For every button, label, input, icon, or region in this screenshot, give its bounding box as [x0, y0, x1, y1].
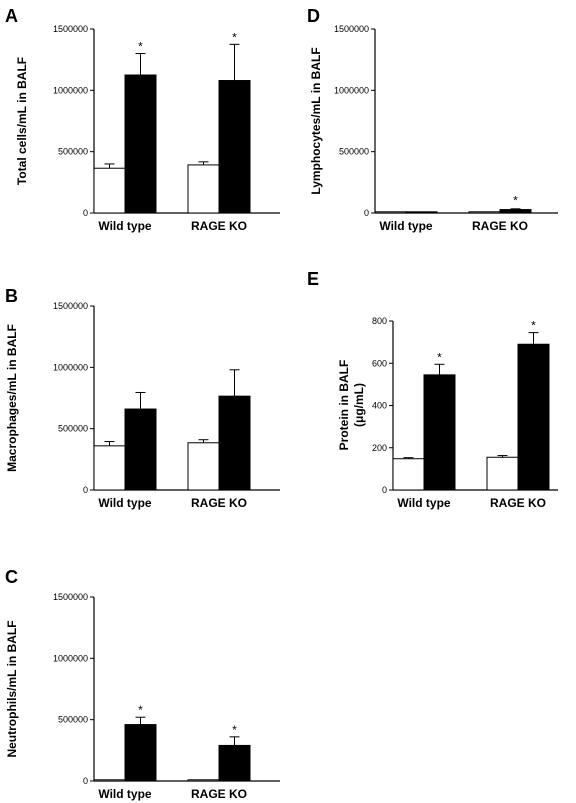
panel-c: C Neutrophils/mL in BALF 0 500000 1000000 150…	[5, 567, 280, 801]
y-tick-label: 600	[372, 358, 387, 368]
y-tick-label: 0	[382, 485, 387, 495]
panel-letter: C	[5, 567, 18, 587]
y-tick-label: 1500000	[334, 24, 369, 34]
y-tick-label: 500000	[58, 424, 88, 434]
y-tick-label: 0	[364, 208, 369, 218]
y-axis-title: Macrophages/mL in BALF	[5, 324, 19, 472]
x-category-label: Wild type	[98, 787, 152, 801]
y-tick-label: 1500000	[53, 592, 88, 602]
treated-bar-rage-ko	[517, 343, 550, 491]
x-category-label: RAGE KO	[191, 219, 247, 233]
control-bar-wild-type	[93, 167, 126, 214]
y-tick-label: 1000000	[53, 85, 88, 95]
treated-bar-wild-type	[124, 408, 157, 491]
y-tick-label: 500000	[58, 147, 88, 157]
significance-marker: *	[232, 723, 237, 737]
significance-marker: *	[232, 30, 237, 44]
y-tick-label: 0	[83, 485, 88, 495]
x-category-label: RAGE KO	[191, 787, 247, 801]
treated-bar-rage-ko	[499, 209, 532, 214]
panel-letter: D	[307, 6, 320, 26]
treated-bar-rage-ko	[218, 395, 251, 491]
control-bar-rage-ko	[187, 164, 220, 214]
y-tick-label: 0	[83, 776, 88, 786]
x-category-label: Wild type	[98, 219, 152, 233]
significance-marker: *	[531, 319, 536, 333]
y-axis-title: Neutrophils/mL in BALF	[5, 620, 19, 757]
control-bar-wild-type	[93, 779, 126, 782]
y-axis-title-units: (μg/mL)	[352, 383, 366, 427]
y-tick-label: 200	[372, 443, 387, 453]
panel-letter: E	[307, 269, 319, 289]
treated-bar-rage-ko	[218, 80, 251, 214]
y-axis-title: Protein in BALF	[337, 360, 351, 451]
significance-marker: *	[437, 350, 442, 364]
y-tick-label: 400	[372, 401, 387, 411]
y-tick-label: 1000000	[53, 362, 88, 372]
treated-bar-wild-type	[124, 74, 157, 214]
x-category-label: RAGE KO	[472, 219, 528, 233]
x-category-label: RAGE KO	[191, 496, 247, 510]
control-bar-rage-ko	[187, 779, 220, 782]
significance-marker: *	[138, 40, 143, 54]
control-bar-rage-ko	[187, 442, 220, 491]
control-bar-rage-ko	[486, 456, 519, 491]
panel-e: E Protein in BALF (μg/mL) 0 200 400 600 800 * Wil…	[307, 269, 558, 510]
y-tick-label: 1000000	[53, 653, 88, 663]
y-tick-label: 500000	[58, 715, 88, 725]
x-category-label: Wild type	[98, 496, 152, 510]
treated-bar-wild-type	[423, 374, 456, 491]
control-bar-wild-type	[374, 211, 407, 214]
y-tick-label: 0	[83, 208, 88, 218]
treated-bar-wild-type	[124, 724, 157, 782]
y-tick-label: 1500000	[53, 24, 88, 34]
treated-bar-wild-type	[405, 211, 438, 214]
y-tick-label: 1000000	[334, 85, 369, 95]
panel-letter: B	[5, 286, 18, 306]
control-bar-wild-type	[392, 458, 425, 491]
y-axis-title: Total cells/mL in BALF	[15, 57, 29, 185]
control-bar-wild-type	[93, 445, 126, 491]
x-category-label: Wild type	[379, 219, 433, 233]
treated-bar-rage-ko	[218, 744, 251, 782]
control-bar-rage-ko	[468, 211, 501, 214]
panel-d: D Lymphocytes/mL in BALF 0 500000 1000000 150…	[307, 6, 558, 233]
y-tick-label: 1500000	[53, 301, 88, 311]
significance-marker: *	[513, 194, 518, 208]
y-tick-label: 800	[372, 316, 387, 326]
x-category-label: Wild type	[397, 496, 451, 510]
panel-letter: A	[5, 6, 18, 26]
y-tick-label: 500000	[339, 147, 369, 157]
panel-a: A Total cells/mL in BALF 0 500000 1000000 150…	[5, 6, 280, 233]
panel-b: B Macrophages/mL in BALF 0 500000 1000000 150…	[5, 286, 280, 510]
y-axis-title: Lymphocytes/mL in BALF	[309, 47, 323, 194]
x-category-label: RAGE KO	[490, 496, 546, 510]
significance-marker: *	[138, 703, 143, 717]
